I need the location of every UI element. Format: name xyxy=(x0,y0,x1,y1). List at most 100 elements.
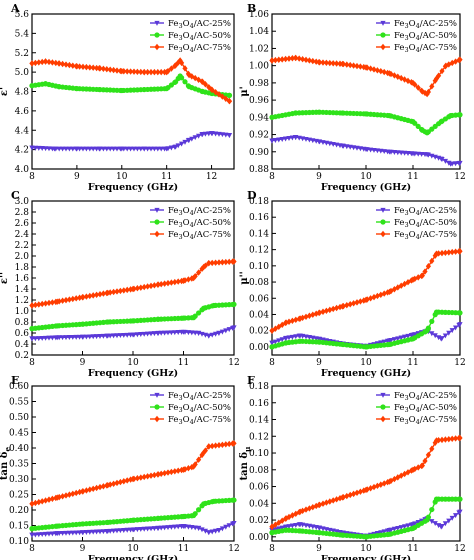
y-tick-label: 0.16 xyxy=(249,213,269,223)
data-point xyxy=(63,335,69,341)
chart-panel-a: A 8 9 10 11 12 4.0 4.2 4.4 4.6 4.8 5.0 5.2 5.4 5.6 Freq… xyxy=(0,2,235,193)
y-axis-label: tan δe xyxy=(0,447,12,481)
data-point xyxy=(49,495,55,502)
data-point xyxy=(145,283,151,290)
data-point xyxy=(164,68,170,76)
data-point xyxy=(457,248,463,255)
data-point xyxy=(269,340,275,346)
series-1 xyxy=(29,325,237,342)
data-point xyxy=(114,146,120,152)
data-point xyxy=(320,308,326,315)
data-point xyxy=(201,305,207,311)
data-point xyxy=(269,114,275,120)
legend-marker xyxy=(154,32,160,38)
y-tick-label: 2.6 xyxy=(15,219,30,229)
data-point xyxy=(97,334,103,339)
data-point xyxy=(117,528,123,534)
x-tick-label: 8 xyxy=(269,358,275,368)
data-point xyxy=(94,334,100,340)
y-tick-label: 0.06 xyxy=(249,483,269,493)
data-point xyxy=(286,513,292,521)
data-point xyxy=(391,526,397,532)
data-point xyxy=(124,477,130,484)
legend: Fe3O4/AC-25%Fe3O4/AC-50%Fe3O4/AC-75% xyxy=(150,19,231,54)
data-point xyxy=(339,60,346,68)
data-point xyxy=(201,501,207,507)
data-point xyxy=(208,86,215,93)
data-point xyxy=(310,311,316,318)
data-point xyxy=(457,56,463,63)
data-point xyxy=(74,63,80,70)
data-point xyxy=(148,282,154,290)
data-point xyxy=(182,79,188,85)
data-point xyxy=(438,336,444,342)
data-point xyxy=(179,59,185,67)
data-point xyxy=(66,61,72,69)
data-point xyxy=(231,258,237,265)
data-point xyxy=(39,58,45,66)
data-point xyxy=(66,296,72,303)
data-point xyxy=(124,286,130,294)
data-point xyxy=(172,524,178,530)
data-point xyxy=(457,322,463,328)
data-point xyxy=(196,310,202,316)
data-point xyxy=(269,530,275,536)
data-point xyxy=(357,63,363,70)
data-point xyxy=(124,68,130,75)
y-tick-label: 0.10 xyxy=(249,449,269,459)
y-tick-label: 1.06 xyxy=(249,10,269,20)
data-point xyxy=(442,333,448,339)
legend-marker xyxy=(154,404,160,410)
legend: Fe3O4/AC-25%Fe3O4/AC-50%Fe3O4/AC-75% xyxy=(376,19,457,54)
data-point xyxy=(453,248,459,255)
data-point xyxy=(70,295,76,303)
data-point xyxy=(96,146,102,152)
data-point xyxy=(410,276,416,283)
data-point xyxy=(415,520,421,525)
data-point xyxy=(145,526,151,532)
data-point xyxy=(457,112,463,118)
data-point xyxy=(36,532,42,538)
data-point xyxy=(130,527,136,533)
data-point xyxy=(158,146,164,152)
y-tick-label: 0.16 xyxy=(249,399,269,409)
data-point xyxy=(206,259,212,267)
data-point xyxy=(402,470,408,478)
series-2 xyxy=(29,301,237,332)
data-point xyxy=(323,307,329,315)
data-point xyxy=(226,92,233,98)
data-point xyxy=(206,530,212,536)
series-1 xyxy=(269,135,463,167)
data-point xyxy=(124,146,130,152)
data-point xyxy=(330,305,336,313)
data-point xyxy=(151,146,157,152)
y-axis-label: tan δμ xyxy=(239,446,252,481)
legend-entry: Fe3O4/AC-25% xyxy=(168,19,231,30)
data-point xyxy=(70,490,76,497)
data-point xyxy=(182,65,188,72)
data-point xyxy=(391,150,397,155)
data-point xyxy=(289,55,295,62)
data-point xyxy=(283,335,289,341)
data-point xyxy=(83,146,89,152)
data-point xyxy=(87,529,93,535)
data-point xyxy=(130,285,136,293)
data-point xyxy=(429,506,435,513)
data-point xyxy=(155,525,161,531)
legend-entry: Fe3O4/AC-75% xyxy=(394,230,457,241)
data-point xyxy=(90,292,96,299)
data-point xyxy=(415,151,421,157)
data-point xyxy=(168,524,174,530)
data-point xyxy=(117,287,123,295)
chart-panel-f: F 8 9 10 11 12 0.00 0.02 0.04 0.06 0.08 0.10 0.12 0.1… xyxy=(239,374,466,560)
series-1 xyxy=(29,520,237,538)
y-tick-label: 0.15 xyxy=(9,522,29,532)
data-point xyxy=(283,524,289,530)
data-point xyxy=(60,297,66,304)
data-point xyxy=(168,468,174,476)
data-point xyxy=(213,331,219,337)
data-point xyxy=(442,158,448,164)
data-point xyxy=(39,300,45,308)
data-point xyxy=(415,84,421,91)
data-point xyxy=(134,68,140,76)
